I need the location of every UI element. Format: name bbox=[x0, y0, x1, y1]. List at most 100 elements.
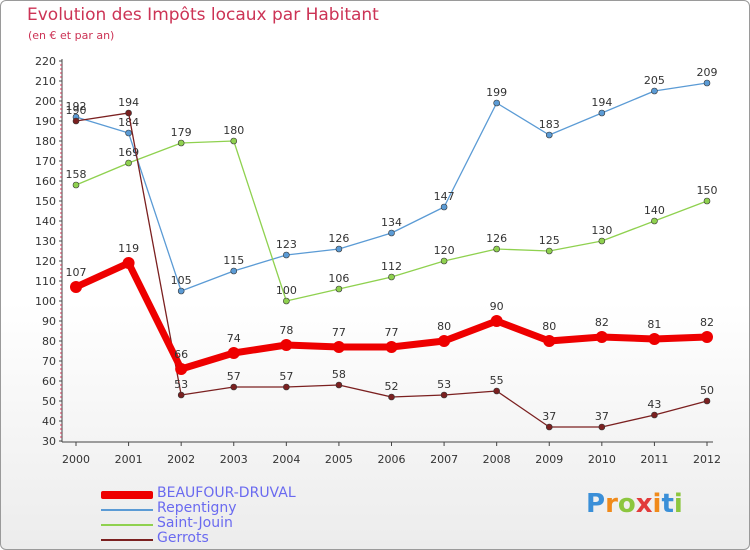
legend-label: Gerrots bbox=[157, 530, 209, 546]
data-label: 205 bbox=[644, 74, 665, 87]
x-tick-label: 2008 bbox=[483, 453, 511, 466]
data-point bbox=[703, 79, 711, 87]
data-label: 105 bbox=[171, 274, 192, 287]
data-label: 134 bbox=[381, 216, 402, 229]
data-point bbox=[283, 251, 290, 259]
data-point bbox=[177, 287, 185, 295]
data-point bbox=[385, 341, 398, 353]
data-point bbox=[177, 391, 185, 399]
logo-letter: o bbox=[617, 489, 636, 519]
data-point bbox=[335, 381, 343, 389]
data-label: 184 bbox=[118, 116, 139, 129]
data-point bbox=[701, 331, 713, 343]
data-label: 209 bbox=[697, 66, 718, 79]
data-point bbox=[438, 335, 451, 347]
data-label: 80 bbox=[437, 320, 451, 333]
data-label: 82 bbox=[595, 316, 609, 329]
data-point bbox=[440, 257, 448, 265]
data-point bbox=[703, 397, 711, 405]
data-label: 78 bbox=[279, 324, 293, 337]
y-tick-label: 120 bbox=[35, 255, 56, 268]
data-label: 80 bbox=[542, 320, 556, 333]
y-tick-label: 160 bbox=[35, 175, 56, 188]
data-label: 74 bbox=[227, 332, 241, 345]
data-label: 58 bbox=[332, 368, 346, 381]
data-point bbox=[177, 139, 185, 147]
data-point bbox=[388, 393, 395, 401]
x-tick-label: 2010 bbox=[588, 453, 616, 466]
legend: BEAUFOUR-DRUVAL Repentigny Saint-Jouin G… bbox=[101, 485, 361, 547]
y-tick-label: 50 bbox=[42, 395, 56, 408]
x-tick-label: 2005 bbox=[325, 453, 353, 466]
legend-item-repentigny: Repentigny bbox=[101, 500, 361, 517]
data-label: 194 bbox=[591, 96, 612, 109]
data-label: 120 bbox=[434, 244, 455, 257]
data-point bbox=[283, 383, 290, 391]
data-point bbox=[388, 273, 395, 281]
data-point bbox=[651, 87, 658, 95]
data-label: 50 bbox=[700, 384, 714, 397]
legend-item-gerrots: Gerrots bbox=[101, 530, 361, 547]
data-point bbox=[283, 297, 290, 305]
data-point bbox=[335, 245, 343, 253]
logo-letter: i bbox=[652, 489, 662, 519]
data-label: 43 bbox=[647, 398, 661, 411]
data-label: 199 bbox=[486, 86, 507, 99]
data-label: 81 bbox=[647, 318, 661, 331]
y-tick-label: 210 bbox=[35, 75, 56, 88]
data-point bbox=[598, 237, 606, 245]
data-point bbox=[598, 423, 606, 431]
data-label: 194 bbox=[118, 96, 139, 109]
data-point bbox=[70, 281, 82, 293]
data-point bbox=[493, 245, 500, 253]
data-label: 66 bbox=[174, 348, 188, 361]
legend-swatch bbox=[101, 509, 153, 511]
y-tick-label: 80 bbox=[42, 335, 56, 348]
data-point bbox=[440, 391, 448, 399]
data-label: 115 bbox=[223, 254, 244, 267]
x-tick-label: 2006 bbox=[378, 453, 406, 466]
legend-item-beaufour-druval: BEAUFOUR-DRUVAL bbox=[101, 485, 361, 502]
data-label: 119 bbox=[118, 242, 139, 255]
y-tick-label: 170 bbox=[35, 155, 56, 168]
data-label: 55 bbox=[490, 374, 504, 387]
data-point bbox=[493, 387, 500, 395]
data-point bbox=[651, 217, 658, 225]
data-point bbox=[440, 203, 448, 211]
x-tick-label: 2001 bbox=[115, 453, 143, 466]
data-point bbox=[227, 347, 240, 359]
y-tick-label: 30 bbox=[42, 435, 56, 448]
data-point bbox=[72, 181, 80, 189]
data-point bbox=[545, 423, 553, 431]
data-point bbox=[493, 99, 500, 107]
x-tick-label: 2012 bbox=[693, 453, 721, 466]
x-tick-label: 2011 bbox=[640, 453, 668, 466]
chart-subtitle: (en € et par an) bbox=[28, 29, 115, 42]
data-point bbox=[388, 229, 395, 237]
y-tick-label: 60 bbox=[42, 375, 56, 388]
data-point bbox=[175, 363, 188, 375]
data-label: 82 bbox=[700, 316, 714, 329]
data-point bbox=[648, 333, 661, 345]
data-point bbox=[125, 159, 132, 167]
data-label: 126 bbox=[328, 232, 349, 245]
y-tick-label: 40 bbox=[42, 415, 56, 428]
data-label: 150 bbox=[697, 184, 718, 197]
data-label: 37 bbox=[595, 410, 609, 423]
data-label: 37 bbox=[542, 410, 556, 423]
data-label: 53 bbox=[437, 378, 451, 391]
data-label: 140 bbox=[644, 204, 665, 217]
data-point bbox=[230, 137, 238, 145]
data-label: 147 bbox=[434, 190, 455, 203]
y-tick-label: 150 bbox=[35, 195, 56, 208]
data-point bbox=[230, 383, 238, 391]
y-tick-label: 200 bbox=[35, 95, 56, 108]
logo-letter: i bbox=[673, 489, 683, 519]
y-tick-label: 110 bbox=[35, 275, 56, 288]
data-point bbox=[703, 197, 711, 205]
x-tick-label: 2000 bbox=[62, 453, 90, 466]
y-tick-label: 100 bbox=[35, 295, 56, 308]
data-label: 180 bbox=[223, 124, 244, 137]
